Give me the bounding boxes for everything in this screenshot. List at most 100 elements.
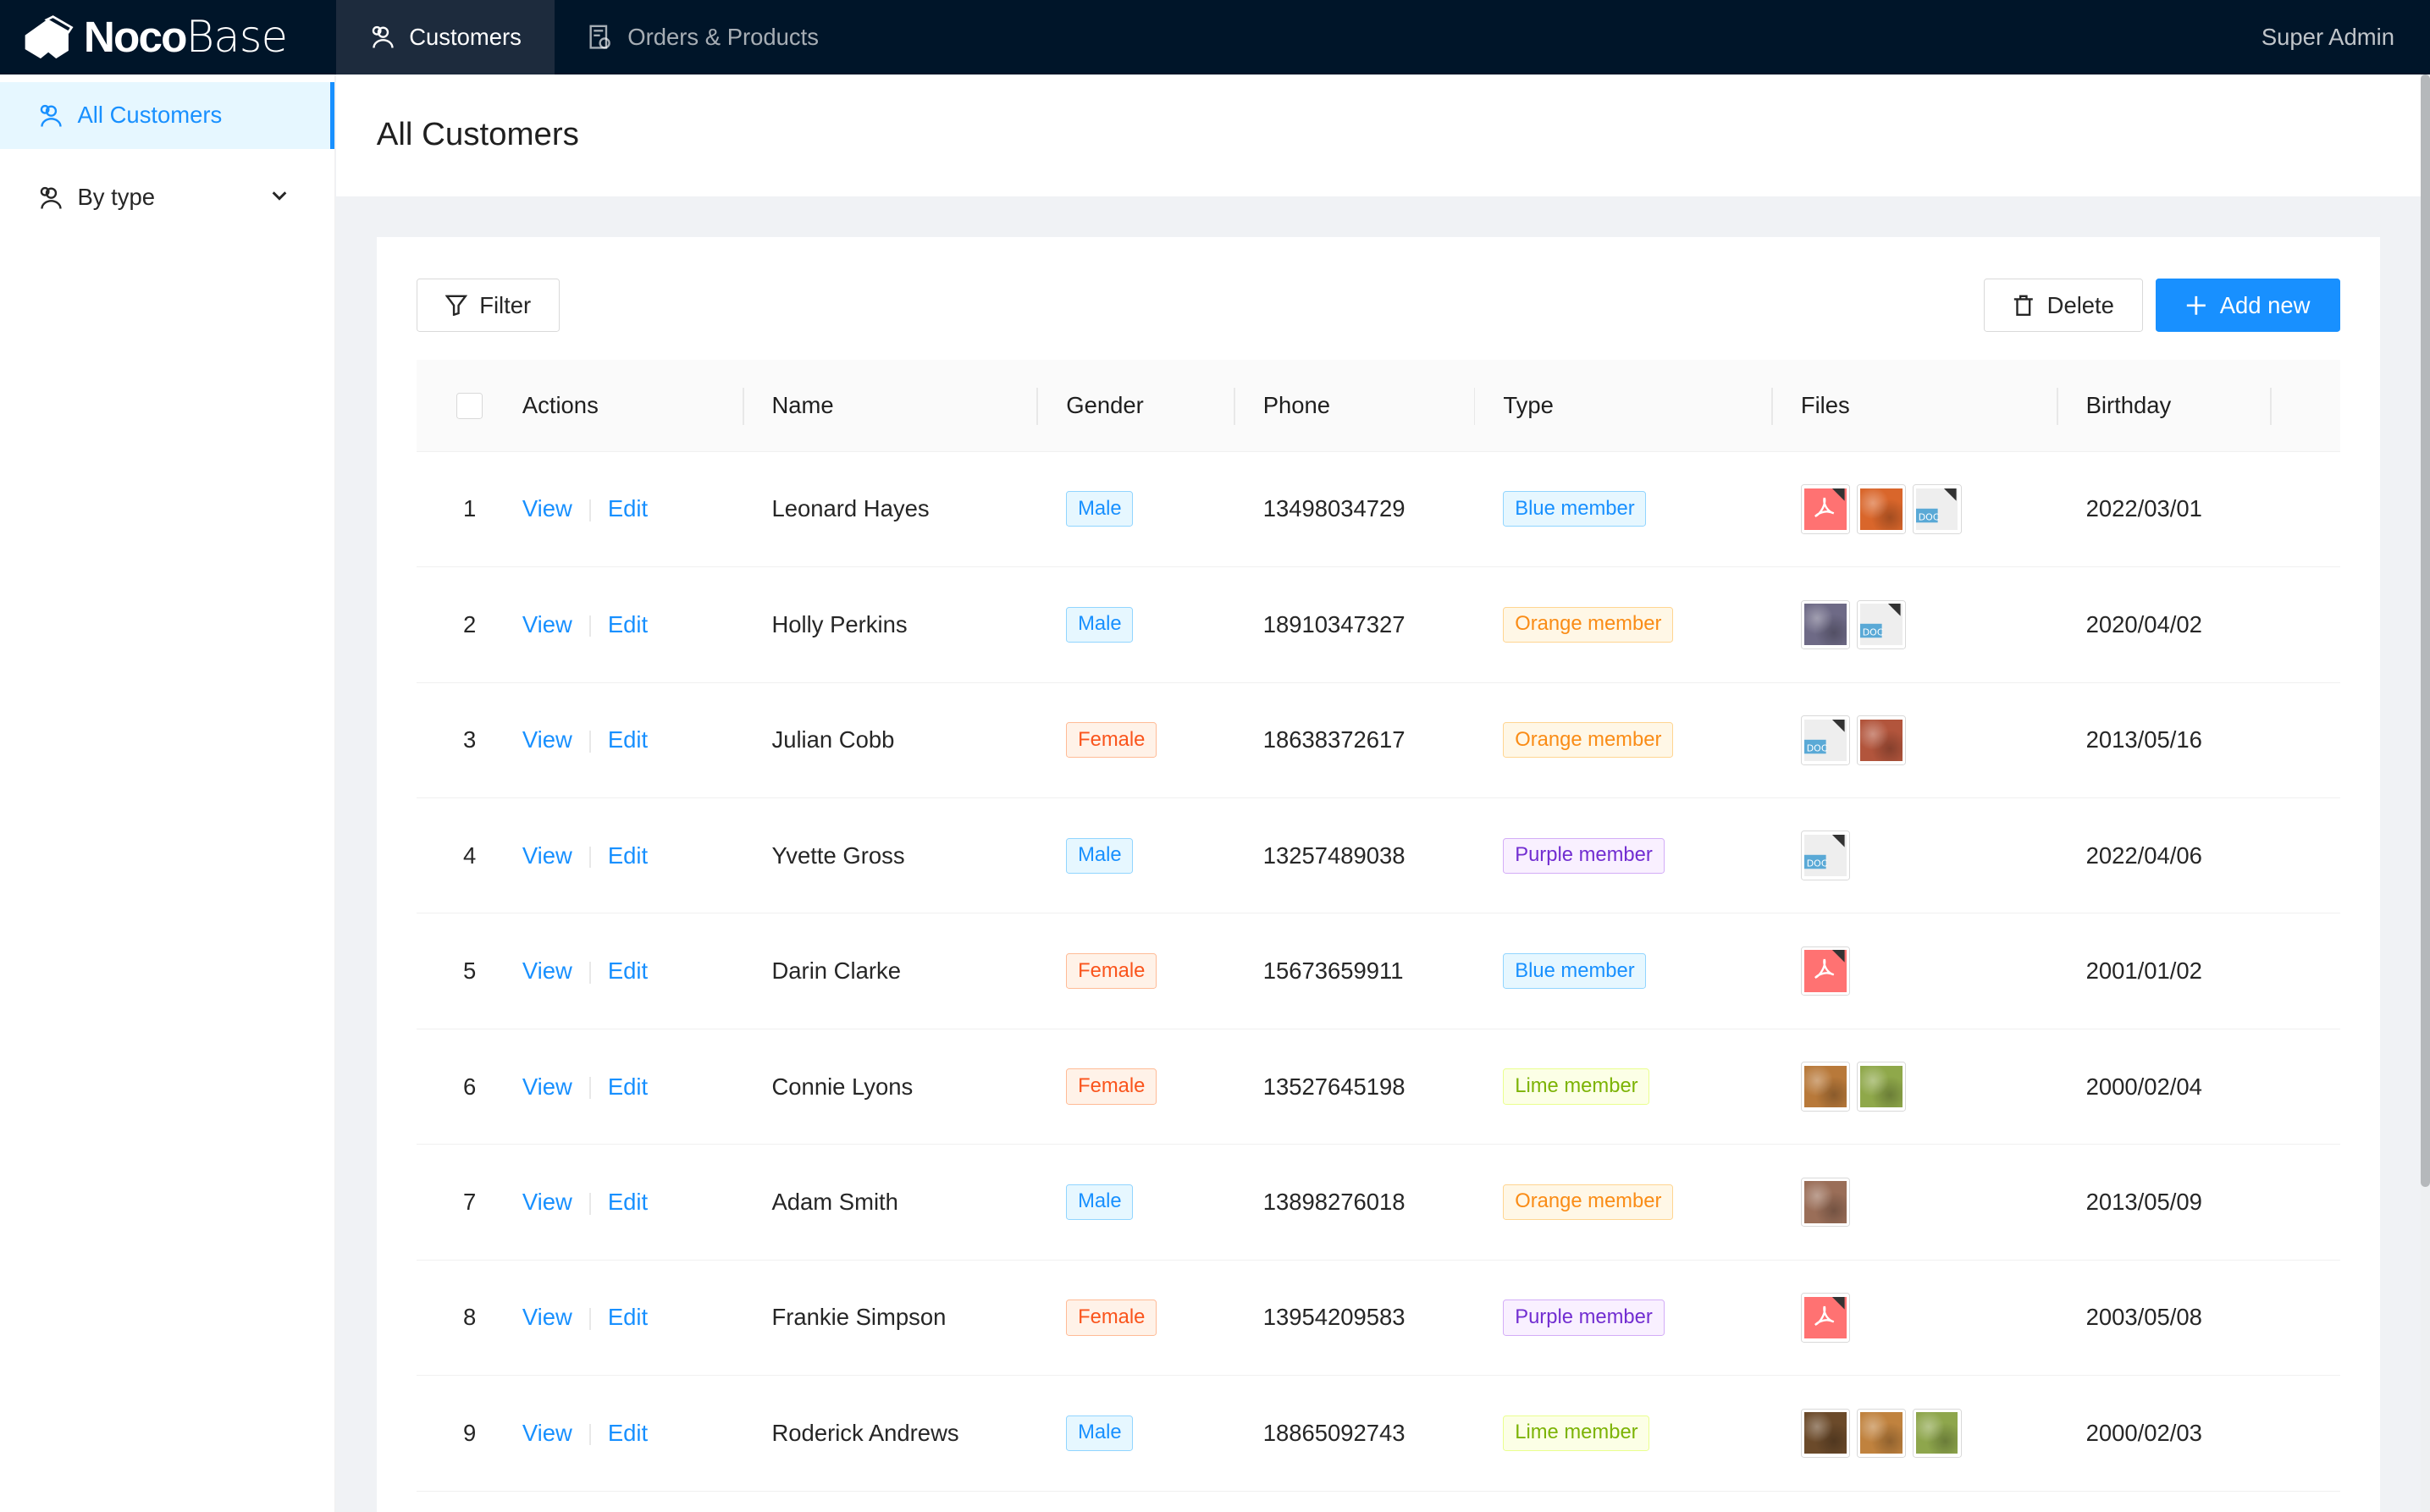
filter-button[interactable]: Filter [417,279,560,332]
image-file-thumbnail[interactable] [1856,484,1907,534]
delete-icon [2014,295,2034,316]
nocobase-logo[interactable]: Noco Base [22,11,288,63]
sidebar-item-by-type[interactable]: By type [0,164,334,231]
image-file-thumbnail[interactable] [1912,1408,1963,1459]
doc-file-thumbnail[interactable]: DOC [1800,830,1851,880]
edit-link[interactable]: Edit [607,957,649,985]
view-link[interactable]: View [522,1073,572,1100]
edit-link[interactable]: Edit [607,610,649,637]
pdf-icon [1814,488,1846,517]
name-cell: Holly Perkins [743,566,1039,683]
table-row: 2 View Edit Holly Perkins Male 1891034732… [417,566,2340,683]
table-row: 3 View Edit Julian Cobb Female 1863837261… [417,682,2340,798]
row-number: 2 [417,566,522,683]
column-header: Phone [1234,359,1476,452]
doc-file-thumbnail[interactable]: DOC [1800,715,1851,765]
user-menu[interactable]: Super Admin [2261,24,2394,50]
sidebar-item-all-customers[interactable]: All Customers [0,81,335,149]
column-header: Files [1772,359,2058,452]
view-link[interactable]: View [522,1304,572,1331]
view-link[interactable]: View [522,726,572,753]
files-cell [1800,1177,2058,1228]
tab-orders-products[interactable]: Orders & Products [555,0,851,74]
files-cell [1800,1408,2058,1459]
page-header: All Customers [336,74,2422,197]
edit-link[interactable]: Edit [607,1419,649,1446]
svg-text:DOC: DOC [1807,742,1828,753]
tab-label: Customers [409,23,522,50]
files-cell: DOC [1800,599,2058,650]
svg-text:DOC: DOC [1919,511,1940,522]
name-cell: Roderick Andrews [743,1375,1039,1492]
column-header: Actions [522,359,744,452]
column-header-label: Phone [1262,391,1331,418]
pdf-file-thumbnail[interactable] [1800,946,1851,996]
doc-file-thumbnail[interactable]: DOC [1912,484,1963,534]
view-link[interactable]: View [522,495,572,522]
name-cell: Julian Cobb [743,682,1039,798]
birthday-cell: 2000/02/03 [2057,1375,2273,1492]
delete-label: Delete [2046,291,2114,318]
doc-icon: DOC [1860,604,1901,638]
doc-file-thumbnail[interactable]: DOC [1856,599,1907,650]
view-link[interactable]: View [522,842,572,869]
phone-cell: 13898276018 [1234,1144,1476,1261]
purple-member-tag: Purple member [1503,837,1665,874]
edit-link[interactable]: Edit [607,1304,649,1331]
phone-cell: 13954209583 [1234,1260,1476,1377]
edit-link[interactable]: Edit [607,726,649,753]
image-file-thumbnail[interactable] [1800,1062,1851,1112]
edit-link[interactable]: Edit [607,1073,649,1100]
name-cell: Connie Lyons [743,1029,1039,1145]
image-file-thumbnail[interactable] [1856,715,1907,765]
edit-link[interactable]: Edit [607,495,649,522]
blue-member-tag: Blue member [1503,491,1647,527]
chevron-down-icon [272,190,286,201]
files-cell [1800,1062,2058,1112]
birthday-cell: 2003/05/08 [2057,1260,2273,1377]
image-file-thumbnail[interactable] [1800,599,1851,650]
female-tag: Female [1066,1068,1157,1105]
edit-link[interactable]: Edit [607,1188,649,1215]
tab-customers[interactable]: Customers [336,0,555,74]
vertical-scrollbar[interactable] [2421,74,2430,1512]
add-new-button[interactable]: Add new [2156,279,2340,332]
plus-icon [2187,295,2206,315]
pdf-icon [1814,1296,1846,1326]
view-link[interactable]: View [522,1419,572,1446]
logo-icon [25,15,74,59]
view-link[interactable]: View [522,1188,572,1215]
column-header-label: Name [771,391,834,418]
male-tag: Male [1066,491,1134,527]
image-file-thumbnail[interactable] [1800,1177,1851,1228]
image-file-thumbnail[interactable] [1856,1062,1907,1112]
doc-icon: DOC [1804,835,1846,869]
action-divider [588,499,591,521]
view-link[interactable]: View [522,957,572,985]
purple-member-tag: Purple member [1503,1300,1665,1336]
column-divider [1036,387,1039,425]
row-number: 9 [417,1375,522,1492]
phone-cell: 18910347327 [1234,566,1476,683]
action-divider [588,1423,591,1446]
column-divider [2270,387,2273,425]
image-file-thumbnail[interactable] [1856,1408,1907,1459]
edit-link[interactable]: Edit [607,842,649,869]
column-header: Name [743,359,1039,452]
action-divider [588,1077,591,1100]
image-file-thumbnail[interactable] [1800,1408,1851,1459]
scrollbar-thumb[interactable] [2421,74,2430,1188]
male-tag: Male [1066,606,1134,643]
delete-button[interactable]: Delete [1983,279,2144,332]
pdf-file-thumbnail[interactable] [1800,1293,1851,1343]
select-all-checkbox[interactable] [456,393,483,420]
view-link[interactable]: View [522,610,572,637]
doc-icon: DOC [1804,719,1846,753]
filter-icon [445,295,467,317]
table-row: 7 View Edit Adam Smith Male 13898276018 O… [417,1144,2340,1261]
logo-text-bold: Noco [83,13,188,62]
birthday-cell: 2000/02/04 [2057,1029,2273,1145]
action-divider [588,615,591,637]
logo-text-light: Base [185,11,288,63]
pdf-file-thumbnail[interactable] [1800,484,1851,534]
